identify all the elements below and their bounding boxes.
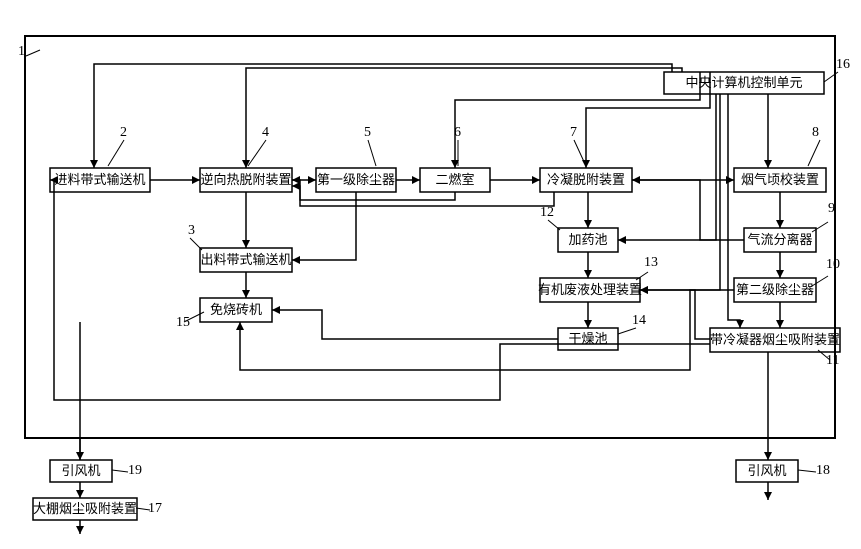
callout-5: 5 [364,125,371,140]
node-n6: 二燃室 [420,168,490,192]
node-n8-label: 烟气顷校装置 [741,172,819,187]
node-n16-label: 中央计算机控制单元 [685,75,802,90]
node-n15-label: 免烧砖机 [210,302,262,317]
node-n9-label: 气流分离器 [747,232,812,247]
callout-tick [618,328,636,334]
node-n4-label: 逆向热脱附装置 [200,172,291,187]
diagram-canvas: 进料带式输送机 逆向热脱附装置 第一级除尘器 二燃室 冷凝脱附装置 烟气顷校装置出料带式输… [0,0,861,549]
node-n5: 第一级除尘器 [316,168,396,192]
node-n17: 大棚烟尘吸附装置 [33,498,137,520]
edge [640,290,710,339]
node-n14: 干燥池 [558,328,618,350]
node-n19: 引风机 [50,460,112,482]
node-n15: 免烧砖机 [200,298,272,322]
callout-tick [112,470,128,472]
node-n8: 烟气顷校装置 [734,168,826,192]
callout-4: 4 [262,125,269,140]
callout-tick [108,140,124,166]
node-n18: 引风机 [736,460,798,482]
callout-tick [574,140,586,166]
node-n14-label: 干燥池 [568,331,607,346]
callout-10: 10 [826,257,840,272]
node-n11-label: 带冷凝器烟尘吸附装置 [710,332,840,347]
callout-tick [812,222,828,232]
callout-17: 17 [148,501,162,516]
callout-9: 9 [828,201,835,216]
callout-tick [548,220,560,230]
callout-tick [368,140,376,166]
node-n19-label: 引风机 [61,463,100,478]
callout-15: 15 [176,315,190,330]
edge [246,68,682,168]
node-n3-label: 出料带式输送机 [200,252,291,267]
node-n3: 出料带式输送机 [200,248,292,272]
node-n2: 进料带式输送机 [50,168,150,192]
node-n10: 第二级除尘器 [734,278,816,302]
callout-3: 3 [188,223,195,238]
callout-14: 14 [632,313,646,328]
node-n2-label: 进料带式输送机 [54,172,145,187]
edge [632,180,744,240]
node-n11: 带冷凝器烟尘吸附装置 [710,328,840,352]
callout-7: 7 [570,125,577,140]
callout-6: 6 [454,125,461,140]
node-n12-label: 加药池 [568,232,607,247]
node-n18-label: 引风机 [747,463,786,478]
callout-1: 1 [18,44,25,59]
node-n16: 中央计算机控制单元 [664,72,824,94]
node-n6-label: 二燃室 [435,172,474,187]
callout-19: 19 [128,463,142,478]
callout-2: 2 [120,125,127,140]
node-n9: 气流分离器 [744,228,816,252]
callout-tick [636,272,648,280]
callout-tick [808,140,820,166]
callout-tick [798,470,816,472]
edge [292,192,356,260]
node-n7-label: 冷凝脱附装置 [547,172,625,187]
node-n5-label: 第一级除尘器 [317,172,395,187]
edge [272,310,558,339]
node-n10-label: 第二级除尘器 [736,282,814,297]
callout-8: 8 [812,125,819,140]
callout-16: 16 [836,57,850,72]
node-n13: 有机废液处理装置 [538,278,642,302]
node-n4: 逆向热脱附装置 [200,168,292,192]
callout-12: 12 [540,205,554,220]
callout-13: 13 [644,255,658,270]
outer-boundary [25,36,835,438]
node-n13-label: 有机废液处理装置 [538,282,642,297]
edge [240,290,734,370]
edge [618,94,716,240]
node-n7: 冷凝脱附装置 [540,168,632,192]
callout-11: 11 [826,353,839,368]
callout-tick [26,50,40,56]
callout-18: 18 [816,463,830,478]
callout-tick [248,140,266,166]
node-n17-label: 大棚烟尘吸附装置 [33,501,137,516]
node-n12: 加药池 [558,228,618,252]
callout-tick [190,238,202,250]
